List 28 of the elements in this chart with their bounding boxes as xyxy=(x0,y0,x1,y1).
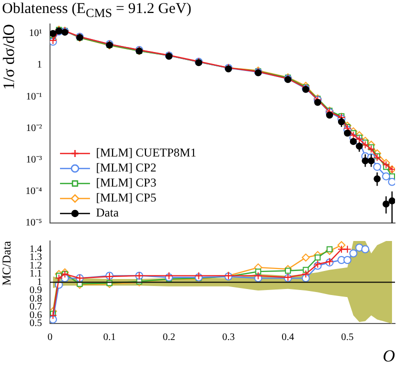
y-tick-label: 0.5 xyxy=(30,318,42,330)
y-axis-title: 1/σ dσ/dO xyxy=(0,24,18,90)
y-tick-label: 10⁻⁵ xyxy=(26,218,42,229)
y-tick-label: 10⁻¹ xyxy=(26,91,42,102)
x-tick-label: 0.2 xyxy=(162,332,176,344)
x-tick-label: 0 xyxy=(48,332,52,344)
x-tick-label: 0.1 xyxy=(103,332,116,344)
x-tick-label: 0.4 xyxy=(282,332,294,344)
y-tick-label: 10¹ xyxy=(29,28,42,40)
legend-label: [MLM] CUETP8M1 xyxy=(96,146,196,160)
y-tick-label: 10⁻³ xyxy=(26,154,42,166)
legend-label: [MLM] CP3 xyxy=(96,176,156,190)
y-tick-label: 0.6 xyxy=(30,310,42,321)
legend-label: [MLM] CP2 xyxy=(96,160,156,175)
y-tick-label: 1.2 xyxy=(30,260,42,272)
y-axis-title: MC/Data xyxy=(0,240,14,286)
legend-label: Data xyxy=(96,206,120,220)
y-tick-label: 1.4 xyxy=(30,244,42,255)
y-tick-label: 1.1 xyxy=(30,268,42,280)
chart-title: Oblateness (E$_{CMS}$ = 91.2 GeV) xyxy=(2,1,192,21)
y-tick-label: 1 xyxy=(37,60,42,71)
y-tick-label: 10⁻² xyxy=(26,122,42,134)
x-tick-label: 0.5 xyxy=(341,332,354,344)
x-axis-title: O xyxy=(382,346,395,366)
legend-label: [MLM] CP5 xyxy=(96,190,156,205)
y-tick-label: 10⁻⁴ xyxy=(26,186,42,198)
x-tick-label: 0.3 xyxy=(222,332,235,344)
y-tick-label: 0.8 xyxy=(30,293,42,304)
